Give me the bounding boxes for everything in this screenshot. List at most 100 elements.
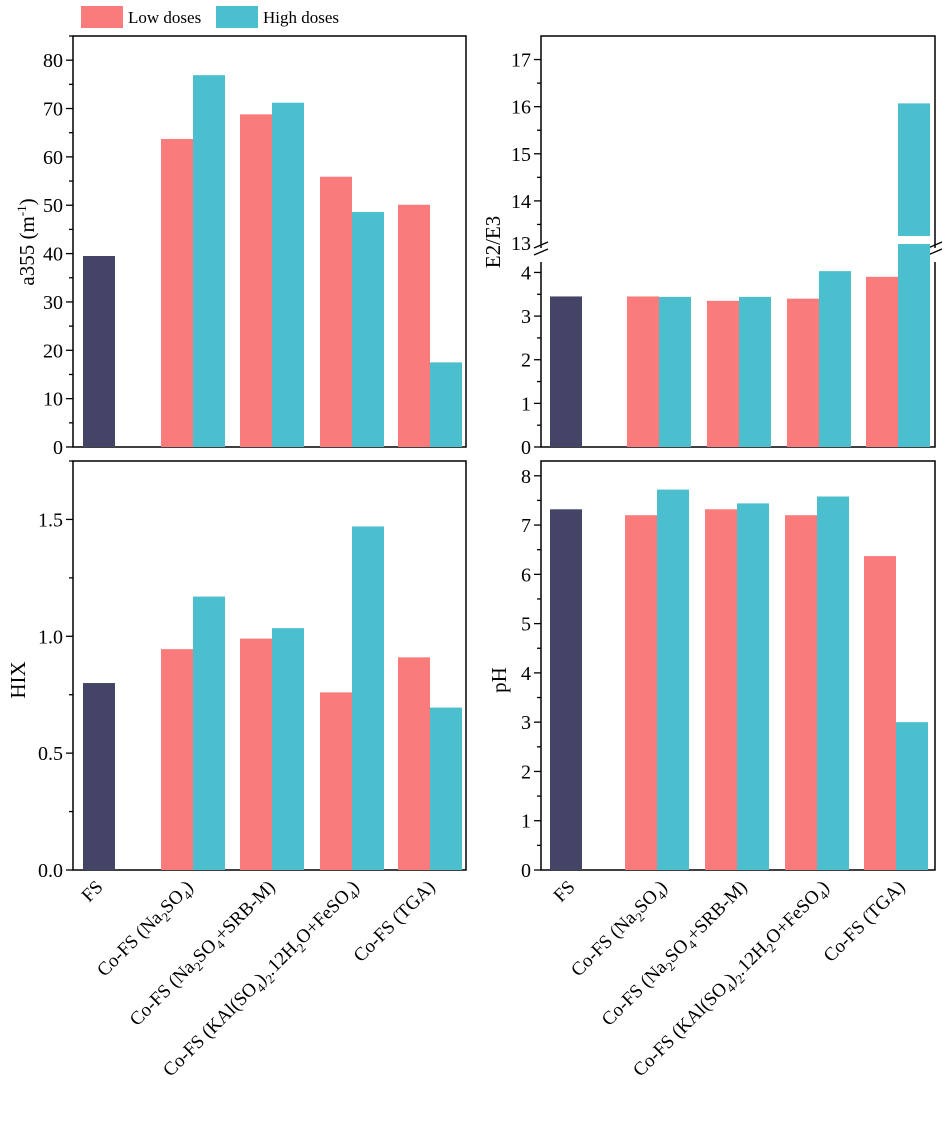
bar-fs [83, 683, 115, 870]
y-tick-label: 60 [43, 147, 63, 169]
bar-high [817, 496, 849, 870]
panel-hix: 0.0 0.5 1.0 1.5 HIX [6, 460, 467, 882]
y-tick-label: 1 [521, 811, 531, 833]
y-tick-label: 4 [521, 663, 531, 685]
bars-ph [550, 489, 928, 870]
bar-high [737, 503, 769, 870]
bars-hix [83, 526, 462, 870]
bar-high [193, 596, 225, 870]
x-labels-left: FS Co-FS (Na2SO4) Co-FS (Na2SO4+SRB-M) C… [78, 877, 440, 1083]
y-label-a355: a355 (m-1) [14, 198, 39, 285]
bar-high [430, 362, 462, 447]
y-tick-label: 20 [43, 340, 63, 362]
bar-high [193, 75, 225, 447]
legend-label-low: Low doses [128, 8, 201, 27]
y-tick-label: 3 [521, 306, 531, 328]
y-ticks-hix: 0.0 0.5 1.0 1.5 [38, 460, 73, 882]
bar-high [430, 707, 462, 870]
y-tick-label: 15 [511, 144, 531, 166]
panel-ph: 0 1 2 3 4 5 6 7 8 pH [487, 460, 936, 882]
y-tick-label: 4 [521, 262, 531, 284]
y-tick-label: 40 [43, 244, 63, 266]
bar-fs [83, 256, 115, 447]
legend-swatch-high [216, 6, 258, 28]
y-label-hix: HIX [6, 661, 30, 698]
bar-low [320, 176, 352, 447]
y-tick-label: 16 [511, 97, 531, 119]
bars-e2e3 [550, 103, 930, 447]
bar-low [240, 114, 272, 448]
y-tick-label: 17 [511, 50, 531, 72]
y-tick-label: 30 [43, 292, 63, 314]
y-tick-label: 1.5 [38, 509, 63, 531]
legend-swatch-low [81, 6, 123, 28]
panel-e2e3: 0 1 2 3 4 14 15 16 17 13 E2/E3 [481, 35, 943, 459]
axis-break-e2e3 [533, 241, 943, 256]
bar-high [272, 628, 304, 870]
bar-high [739, 296, 771, 447]
bar-low [707, 300, 739, 447]
bar-fs [550, 509, 582, 870]
y-tick-label: 10 [43, 389, 63, 411]
y-ticks-a355: 0 10 20 30 40 50 60 70 80 [43, 35, 73, 459]
bar-high [819, 271, 851, 447]
bar-fs [550, 296, 582, 447]
bar-low [625, 515, 657, 870]
y-tick-label: 1 [521, 393, 531, 415]
y-label-e2e3: E2/E3 [481, 216, 505, 269]
y-ticks-e2e3: 0 1 2 3 4 14 15 16 17 13 [511, 50, 541, 459]
x-label-na2so4-srb-r: Co-FS (Na2SO4+SRB-M) [598, 877, 754, 1033]
bar-low [161, 138, 193, 447]
y-tick-label: 2 [521, 350, 531, 372]
x-label-fs: FS [78, 877, 108, 907]
bar-high [352, 212, 384, 447]
y-tick-label: 7 [521, 515, 531, 537]
bar-low [398, 657, 430, 870]
y-tick-label: 5 [521, 614, 531, 636]
legend: Low doses High doses [81, 6, 339, 28]
y-tick-label: 0 [53, 437, 63, 459]
bar-high [657, 489, 689, 870]
bar-low [161, 649, 193, 870]
bar-low [627, 296, 659, 447]
legend-label-high: High doses [263, 8, 339, 27]
bar-low [864, 556, 896, 870]
x-label-fs-r: FS [550, 877, 580, 907]
y-tick-label: 6 [521, 564, 531, 586]
bar-low [320, 692, 352, 870]
bar-high [659, 296, 691, 447]
bar-low [787, 298, 819, 447]
bar-low [785, 515, 817, 870]
panel-a355: 0 10 20 30 40 50 60 70 80 a355 (m-1) [14, 35, 467, 459]
bar-low [705, 509, 737, 870]
y-tick-label: 50 [43, 195, 63, 217]
bar-high [896, 722, 928, 870]
bar-low [866, 276, 898, 447]
y-tick-label: 0 [521, 860, 531, 882]
y-ticks-ph: 0 1 2 3 4 5 6 7 8 [521, 466, 541, 882]
x-labels-right: FS Co-FS (Na2SO4) Co-FS (Na2SO4+SRB-M) C… [550, 877, 910, 1083]
y-tick-label: 3 [521, 712, 531, 734]
x-label-tga: Co-FS (TGA) [350, 877, 440, 967]
y-tick-label-13: 13 [511, 233, 531, 255]
x-label-tga-r: Co-FS (TGA) [820, 877, 910, 967]
bar-high [272, 102, 304, 448]
x-label-na2so4-srb: Co-FS (Na2SO4+SRB-M) [126, 877, 282, 1033]
bar-high-upper [898, 103, 930, 236]
y-tick-label: 80 [43, 50, 63, 72]
y-tick-label: 0 [521, 437, 531, 459]
y-tick-label: 8 [521, 466, 531, 488]
plot-frame-e2e3-upper [540, 35, 936, 248]
bar-high [352, 526, 384, 870]
y-tick-label: 2 [521, 761, 531, 783]
y-label-ph: pH [487, 667, 511, 693]
bar-low [240, 638, 272, 870]
y-tick-label: 1.0 [38, 626, 63, 648]
bar-low [398, 204, 430, 447]
y-tick-label: 70 [43, 99, 63, 121]
bar-high-lower [898, 244, 930, 447]
y-tick-label: 14 [511, 191, 531, 213]
y-tick-label: 0.5 [38, 743, 63, 765]
y-tick-label: 0.0 [38, 860, 63, 882]
